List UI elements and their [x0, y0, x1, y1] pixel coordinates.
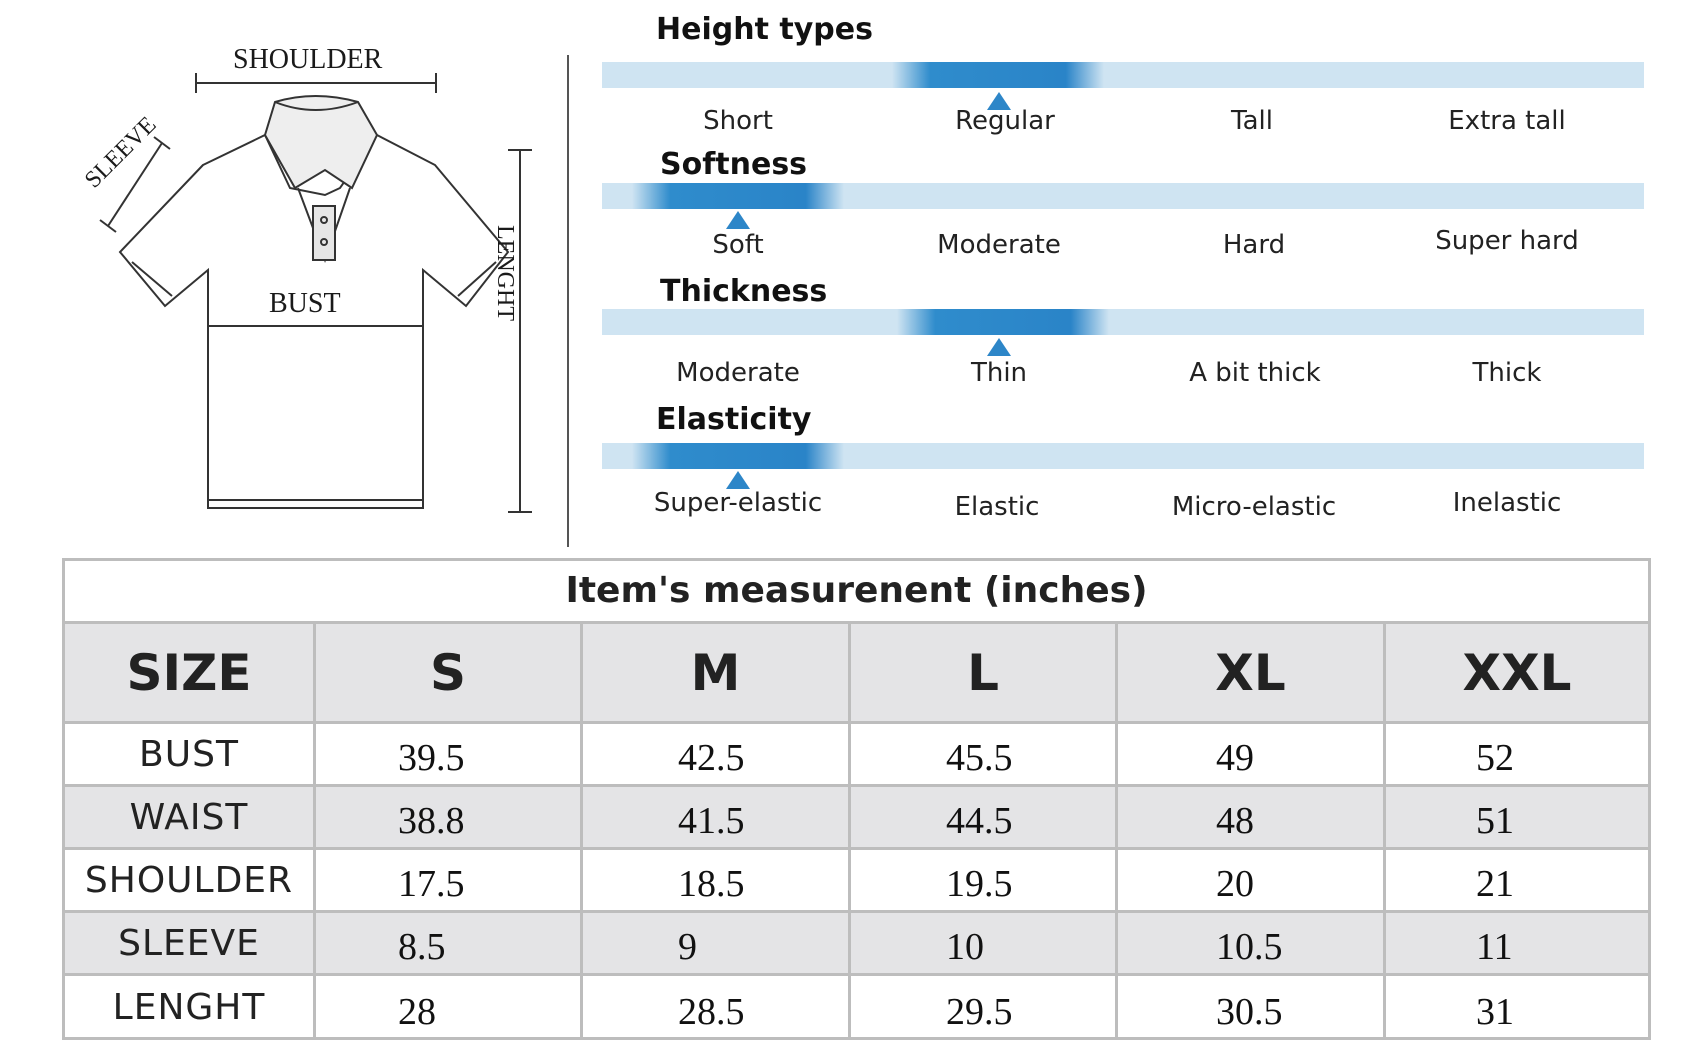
header-cell: SIZE: [65, 624, 316, 721]
scale-track-elasticity: [602, 443, 1644, 469]
polo-shirt-illustration: [99, 73, 532, 513]
table-cell: 39.5: [316, 724, 583, 784]
header-cell: L: [851, 624, 1118, 721]
length-label: LENGHT: [492, 225, 518, 321]
table-cell: 11: [1476, 926, 1513, 968]
scale-option: Hard: [1222, 230, 1286, 260]
table-cell: 28.5: [583, 976, 851, 1039]
table-cell: 10.5: [1118, 913, 1386, 973]
table-cell: 18.5: [583, 850, 851, 910]
table-row: WAIST 38.8 41.5 44.5 48 51: [65, 787, 1648, 850]
scale-track-height: [602, 62, 1644, 88]
scale-option: Thick: [1472, 358, 1542, 388]
scale-option: Elastic: [954, 492, 1040, 522]
measurement-table: Item's measurenent (inches) SIZE S M L X…: [62, 558, 1651, 1040]
table-cell: 29.5: [851, 976, 1118, 1039]
scale-title-softness: Softness: [660, 147, 808, 182]
table-cell: 20: [1118, 850, 1386, 910]
scale-title-thickness: Thickness: [660, 274, 828, 309]
header-cell: M: [583, 624, 851, 721]
bust-label: BUST: [269, 288, 341, 319]
table-cell: 9: [583, 913, 851, 973]
scale-highlight-softness: [632, 183, 844, 209]
row-label: SLEEVE: [65, 913, 316, 973]
vertical-divider: [567, 55, 569, 547]
scale-option: Short: [703, 106, 773, 136]
scale-track-softness: [602, 183, 1644, 209]
table-cell: 28: [316, 976, 583, 1039]
garment-diagram: SHOULDER SLEEVE BUST LENGHT: [40, 30, 560, 550]
scale-track-thickness: [602, 309, 1644, 335]
scale-option-selected: Super-elastic: [653, 488, 823, 518]
table-header-row: SIZE S M L XL XXL: [65, 624, 1648, 724]
table-cell: 49: [1118, 724, 1386, 784]
scale-marker-thickness: [987, 338, 1011, 356]
row-label: SHOULDER: [65, 850, 316, 910]
scale-highlight-thickness: [897, 309, 1109, 335]
scale-option: Tall: [1231, 106, 1273, 136]
scale-option-selected: Thin: [970, 358, 1028, 388]
row-label: LENGHT: [65, 976, 316, 1039]
scale-marker-height: [987, 92, 1011, 110]
header-cell: S: [316, 624, 583, 721]
table-cell: 30.5: [1118, 976, 1386, 1039]
table-cell: 42.5: [583, 724, 851, 784]
header-cell: XXL: [1462, 643, 1572, 702]
table-row: BUST 39.5 42.5 45.5 49 52: [65, 724, 1648, 787]
table-cell: 48: [1118, 787, 1386, 847]
table-row: LENGHT 28 28.5 29.5 30.5 31: [65, 976, 1648, 1039]
scale-option: Micro-elastic: [1171, 492, 1337, 522]
table-cell: 38.8: [316, 787, 583, 847]
scale-option-selected: Regular: [955, 106, 1055, 136]
table-cell: 10: [851, 913, 1118, 973]
scale-highlight-height: [892, 62, 1104, 88]
table-cell: 17.5: [316, 850, 583, 910]
scale-option: Inelastic: [1452, 488, 1562, 518]
table-cell: 41.5: [583, 787, 851, 847]
table-cell: 8.5: [316, 913, 583, 973]
scale-title-elasticity: Elasticity: [656, 402, 812, 437]
scale-option: Moderate: [676, 358, 800, 388]
scale-option-selected: Soft: [712, 230, 764, 260]
table-row: SHOULDER 17.5 18.5 19.5 20 21: [65, 850, 1648, 913]
scale-highlight-elasticity: [632, 443, 844, 469]
scale-option: A bit thick: [1189, 358, 1321, 388]
table-cell: 52: [1476, 737, 1514, 779]
header-cell: XL: [1118, 624, 1386, 721]
table-row: SLEEVE 8.5 9 10 10.5 11: [65, 913, 1648, 976]
row-label: BUST: [65, 724, 316, 784]
table-cell: 19.5: [851, 850, 1118, 910]
scale-marker-elasticity: [726, 471, 750, 489]
table-title: Item's measurenent (inches): [65, 561, 1648, 624]
table-cell: 45.5: [851, 724, 1118, 784]
scale-option: Extra tall: [1448, 106, 1566, 136]
scale-title-height: Height types: [656, 12, 873, 47]
table-cell: 51: [1476, 800, 1514, 842]
scale-option: Moderate: [937, 230, 1061, 260]
table-cell: 21: [1476, 863, 1514, 905]
row-label: WAIST: [65, 787, 316, 847]
scale-option: Super hard: [1435, 226, 1579, 256]
table-cell: 31: [1476, 990, 1514, 1033]
scale-marker-softness: [726, 211, 750, 229]
shoulder-label: SHOULDER: [233, 44, 383, 75]
table-cell: 44.5: [851, 787, 1118, 847]
